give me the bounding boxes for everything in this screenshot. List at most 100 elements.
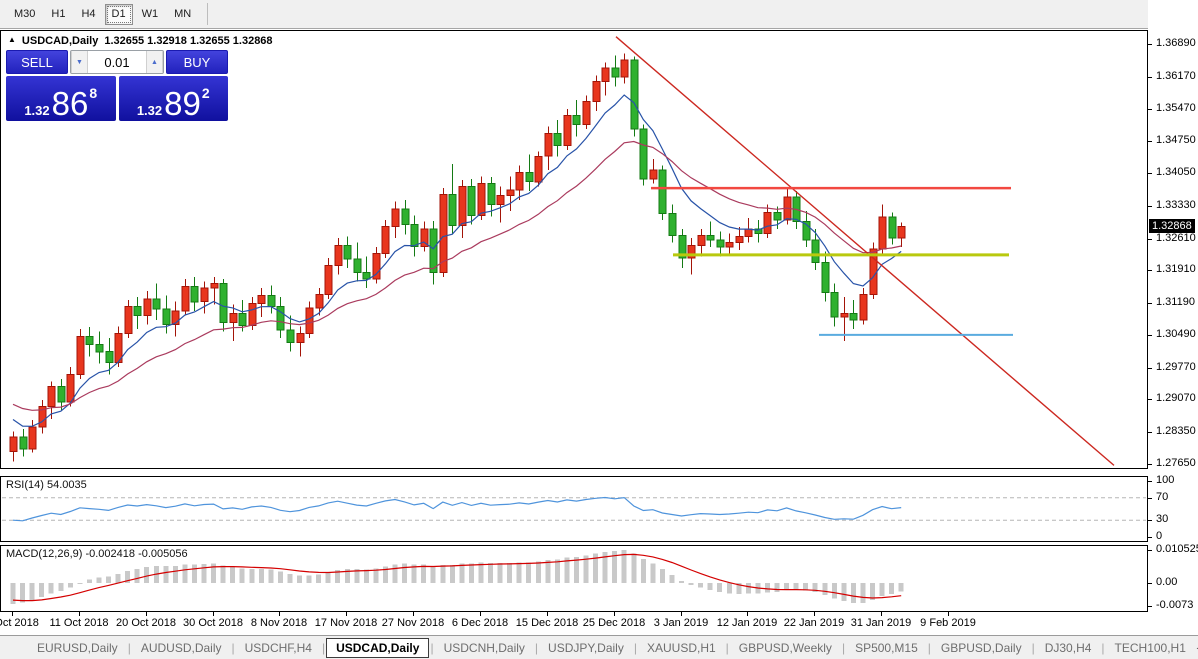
buy-price-pip: 2 (201, 85, 210, 101)
axis-tick (1148, 303, 1152, 304)
buy-price-panel[interactable]: 1.32 89 2 (118, 76, 228, 122)
volume-increase-button[interactable]: ▲ (146, 51, 163, 73)
chart-tab-audusd-daily[interactable]: AUDUSD,Daily (140, 640, 222, 655)
axis-tick (1148, 206, 1152, 207)
date-label: 12 Jan 2019 (716, 617, 778, 629)
timeframe-buttons: M30 H1 H4 D1 W1 MN (6, 3, 199, 25)
price-axis-label: 1.31910 (1156, 263, 1196, 275)
axis-tick (1148, 399, 1152, 400)
tab-separator: | (127, 640, 131, 655)
tab-separator: | (231, 640, 235, 655)
macd-indicator-panel[interactable]: MACD(12,26,9) -0.002418 -0.005056 (0, 545, 1148, 612)
chart-tab-usdcad-daily[interactable]: USDCAD,Daily (326, 637, 430, 658)
chart-tab-tech100-h1[interactable]: TECH100,H1 (1114, 640, 1186, 655)
price-axis-label: 1.32610 (1156, 232, 1196, 244)
tab-separator: | (725, 640, 729, 655)
timeframe-button-h4[interactable]: H4 (74, 4, 102, 25)
current-price-badge: 1.32868 (1149, 219, 1195, 233)
chart-tab-dj30-h4[interactable]: DJ30,H4 (1044, 640, 1092, 655)
axis-tick (1148, 583, 1152, 584)
timeframe-button-d1[interactable]: D1 (104, 3, 133, 25)
chart-tab-eurusd-daily[interactable]: EURUSD,Daily (37, 640, 118, 655)
axis-tick (1148, 432, 1152, 433)
sell-price-big: 86 (51, 84, 89, 122)
timeframe-button-w1[interactable]: W1 (135, 4, 166, 25)
axis-tick (1148, 141, 1152, 142)
rsi-axis-label: 0 (1156, 530, 1163, 542)
date-label: 9 Feb 2019 (920, 617, 976, 629)
date-label: 27 Nov 2018 (381, 617, 445, 629)
date-tick (681, 612, 682, 616)
axis-tick (1148, 270, 1152, 271)
tab-scroll-arrows[interactable]: ◄ ► (1195, 643, 1198, 653)
chart-tab-usdcnh-daily[interactable]: USDCNH,Daily (443, 640, 525, 655)
price-axis-label: 1.27650 (1156, 457, 1196, 469)
price-axis[interactable]: 1.36890 1.36170 1.35470 1.34750 1.34050 1.333… (1148, 0, 1198, 612)
price-axis-label: 1.31190 (1156, 296, 1195, 308)
price-axis-label: 1.34050 (1156, 166, 1196, 178)
collapse-arrow-icon[interactable]: ▲ (8, 35, 16, 44)
chart-tab-usdchf-h4[interactable]: USDCHF,H4 (244, 640, 312, 655)
price-axis-label: 1.34750 (1156, 134, 1196, 146)
chart-tab-gbpusd-daily[interactable]: GBPUSD,Daily (940, 640, 1022, 655)
rsi-indicator-panel[interactable]: RSI(14) 54.0035 (0, 476, 1148, 542)
axis-tick (1148, 239, 1152, 240)
axis-tick (1148, 335, 1152, 336)
triangle-down-icon: ▼ (76, 58, 83, 66)
chart-tab-xauusd-h1[interactable]: XAUUSD,H1 (646, 640, 716, 655)
date-tick (213, 612, 214, 616)
chart-symbol-label: USDCAD,Daily (21, 35, 99, 47)
price-axis-label: 1.30490 (1156, 328, 1196, 340)
date-label: 2 Oct 2018 (0, 617, 39, 629)
volume-input[interactable]: 0.01 (88, 51, 146, 73)
tab-separator: | (633, 640, 637, 655)
triangle-up-icon: ▲ (151, 58, 158, 66)
date-tick (881, 612, 882, 616)
chart-tab-usdjpy-daily[interactable]: USDJPY,Daily (548, 640, 624, 655)
date-tick (79, 612, 80, 616)
axis-tick (1148, 464, 1152, 465)
timeframe-button-m30[interactable]: M30 (7, 4, 42, 25)
price-axis-label: 1.36890 (1156, 37, 1196, 49)
trendline[interactable] (615, 36, 1115, 466)
chart-tab-sp500-m15[interactable]: SP500,M15 (855, 640, 918, 655)
buy-button[interactable]: BUY (166, 50, 228, 74)
sell-price-panel[interactable]: 1.32 86 8 (6, 76, 116, 121)
price-axis-label: 1.36170 (1156, 70, 1196, 82)
rsi-axis-label: 70 (1156, 491, 1169, 503)
date-tick (747, 612, 748, 616)
date-tick (413, 612, 414, 616)
buy-price-big: 89 (164, 84, 201, 122)
axis-tick (1148, 498, 1152, 499)
rsi-axis-label: 30 (1156, 513, 1169, 525)
chart-ohlc-values: 1.32655 1.32918 1.32655 1.32868 (104, 35, 273, 47)
buy-price-prefix: 1.32 (136, 102, 163, 118)
date-label: 11 Oct 2018 (49, 617, 109, 629)
candlestick-chart (9, 36, 1115, 466)
ma-slow-line (12, 140, 902, 411)
sell-button[interactable]: SELL (6, 50, 68, 74)
rsi-axis-label: 100 (1156, 474, 1175, 486)
date-label: 22 Jan 2019 (783, 617, 845, 629)
tab-separator: | (321, 640, 326, 655)
chart-tab-gbpusd-weekly[interactable]: GBPUSD,Weekly (738, 640, 832, 655)
date-axis[interactable]: 2 Oct 2018 11 Oct 2018 20 Oct 2018 30 Oct 2… (0, 612, 1148, 635)
timeframe-button-h1[interactable]: H1 (44, 4, 72, 25)
date-label: 17 Nov 2018 (314, 617, 378, 629)
date-label: 20 Oct 2018 (116, 617, 176, 629)
timeframe-button-mn[interactable]: MN (167, 4, 198, 25)
price-axis-label: 1.28350 (1156, 425, 1196, 437)
price-chart-panel[interactable]: ▲ USDCAD,Daily 1.32655 1.32918 1.32655 1… (0, 30, 1148, 469)
macd-axis-label: 0.00 (1156, 576, 1178, 588)
volume-spinner: ▼ 0.01 ▲ (70, 50, 164, 74)
volume-decrease-button[interactable]: ▼ (71, 51, 88, 73)
date-tick (614, 612, 615, 616)
rsi-line (12, 496, 902, 522)
date-tick (279, 612, 280, 616)
chart-title: ▲ USDCAD,Daily 1.32655 1.32918 1.32655 1… (8, 35, 273, 47)
date-tick (480, 612, 481, 616)
axis-tick (1148, 550, 1152, 551)
date-tick (948, 612, 949, 616)
axis-tick (1148, 537, 1152, 538)
